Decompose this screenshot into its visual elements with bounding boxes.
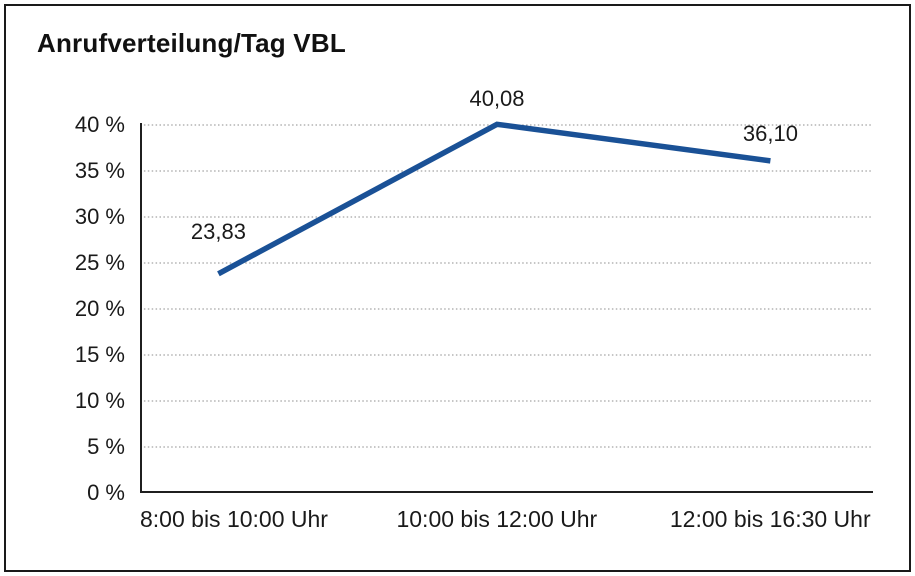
y-axis-tick-label: 35 % [74,158,125,183]
chart-title: Anrufverteilung/Tag VBL [37,28,346,58]
chart-frame [4,4,911,572]
x-axis-category-label: 10:00 bis 12:00 Uhr [396,506,598,532]
x-axis-category-labels: 8:00 bis 10:00 Uhr 10:00 bis 12:00 Uhr 12:… [140,504,873,538]
y-axis-tick-label: 10 % [74,388,125,413]
y-axis-tick-label: 0 % [87,480,125,505]
y-axis-tick-labels: 0 % 5 % 10 % 15 % 20 % 25 % 30 % 35 % 40 % [20,112,125,505]
y-axis-tick-label: 30 % [74,204,125,229]
y-axis-tick-label: 40 % [74,112,125,137]
data-line [217,121,771,277]
y-axis-tick-label: 20 % [74,296,125,321]
y-axis-tick-label: 25 % [74,250,125,275]
x-axis-category-label: 12:00 bis 16:30 Uhr [669,506,871,532]
y-axis-tick-label: 15 % [74,342,125,367]
y-axis-tick-label: 5 % [87,434,125,459]
x-axis-category-label: 8:00 bis 10:00 Uhr [140,506,328,532]
line-chart-canvas [140,121,873,493]
